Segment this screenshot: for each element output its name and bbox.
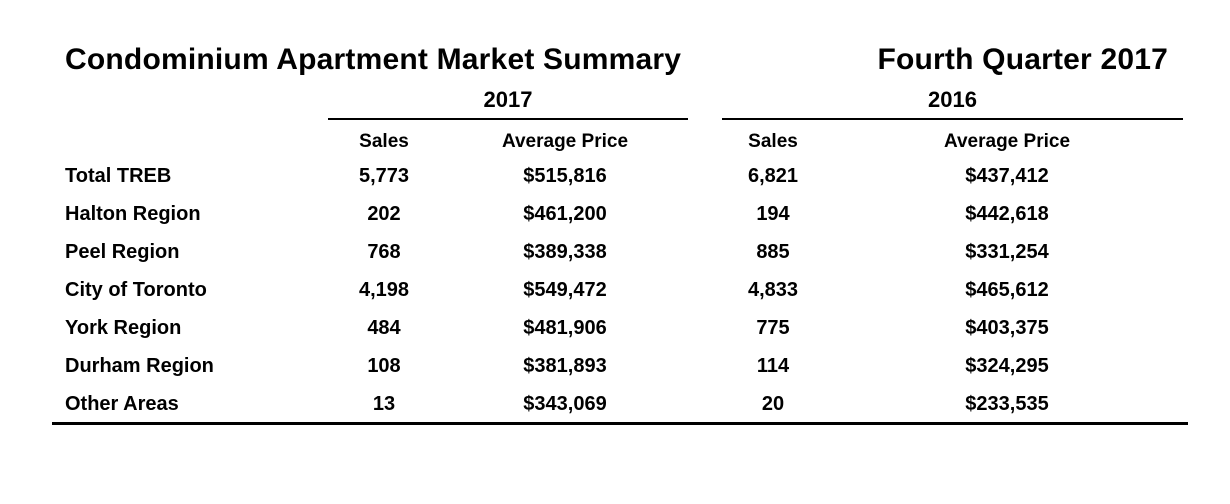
sales-2017-value: 202: [367, 203, 401, 225]
column-header-sales-2017: Sales: [359, 131, 409, 152]
sales-2017-value: 768: [367, 241, 401, 263]
sales-2016-value: 114: [756, 355, 790, 377]
region-label: Halton Region: [65, 203, 201, 225]
sales-2016-value: 775: [756, 317, 790, 339]
year-group-2017: 2017: [483, 87, 533, 112]
region-label: Peel Region: [65, 241, 180, 263]
column-header-sales-2016: Sales: [748, 131, 798, 152]
sales-2016-value: 4,833: [747, 279, 799, 301]
table-row: Peel Region 768 $389,338 885 $331,254: [0, 233, 1230, 271]
avg-price-2017-value: $381,893: [523, 355, 607, 377]
page-title: Condominium Apartment Market Summary: [65, 43, 682, 76]
region-label: Durham Region: [65, 355, 214, 377]
table-row: Other Areas 13 $343,069 20 $233,535: [0, 385, 1230, 423]
year-group-2016: 2016: [928, 87, 977, 112]
avg-price-2016-value: $442,618: [965, 203, 1049, 225]
avg-price-2016-value: $324,295: [965, 355, 1049, 377]
avg-price-2016-value: $233,535: [965, 393, 1049, 415]
sales-2017-value: 13: [372, 393, 396, 415]
sales-2017-value: 4,198: [358, 279, 410, 301]
avg-price-2016-value: $437,412: [965, 165, 1049, 187]
table-row: Total TREB 5,773 $515,816 6,821 $437,412: [0, 157, 1230, 195]
sales-2016-value: 20: [761, 393, 785, 415]
sales-2017-value: 484: [367, 317, 401, 339]
region-label: City of Toronto: [65, 279, 207, 301]
column-header-avg-price-2016: Average Price: [943, 131, 1071, 152]
table-row: York Region 484 $481,906 775 $403,375: [0, 309, 1230, 347]
report-period: Fourth Quarter 2017: [877, 43, 1168, 76]
avg-price-2017-value: $343,069: [523, 393, 607, 415]
avg-price-2017-value: $481,906: [523, 317, 607, 339]
avg-price-2017-value: $461,200: [523, 203, 607, 225]
sales-2016-value: 6,821: [747, 165, 799, 187]
table-row: Durham Region 108 $381,893 114 $324,295: [0, 347, 1230, 385]
table-row: Halton Region 202 $461,200 194 $442,618: [0, 195, 1230, 233]
avg-price-2016-value: $403,375: [965, 317, 1049, 339]
region-label: Total TREB: [65, 165, 172, 187]
sales-2016-value: 885: [756, 241, 790, 263]
table-bottom-rule: [52, 422, 1188, 425]
year-2016-underline: [722, 118, 1183, 120]
avg-price-2017-value: $389,338: [523, 241, 607, 263]
sales-2017-value: 108: [367, 355, 401, 377]
column-header-avg-price-2017: Average Price: [501, 131, 629, 152]
year-2017-underline: [328, 118, 688, 120]
region-label: Other Areas: [65, 393, 179, 415]
avg-price-2017-value: $549,472: [523, 279, 607, 301]
sales-2017-value: 5,773: [358, 165, 410, 187]
avg-price-2017-value: $515,816: [523, 165, 607, 187]
table-row: City of Toronto 4,198 $549,472 4,833 $46…: [0, 271, 1230, 309]
avg-price-2016-value: $465,612: [965, 279, 1049, 301]
avg-price-2016-value: $331,254: [965, 241, 1049, 263]
sales-2016-value: 194: [756, 203, 790, 225]
region-label: York Region: [65, 317, 182, 339]
